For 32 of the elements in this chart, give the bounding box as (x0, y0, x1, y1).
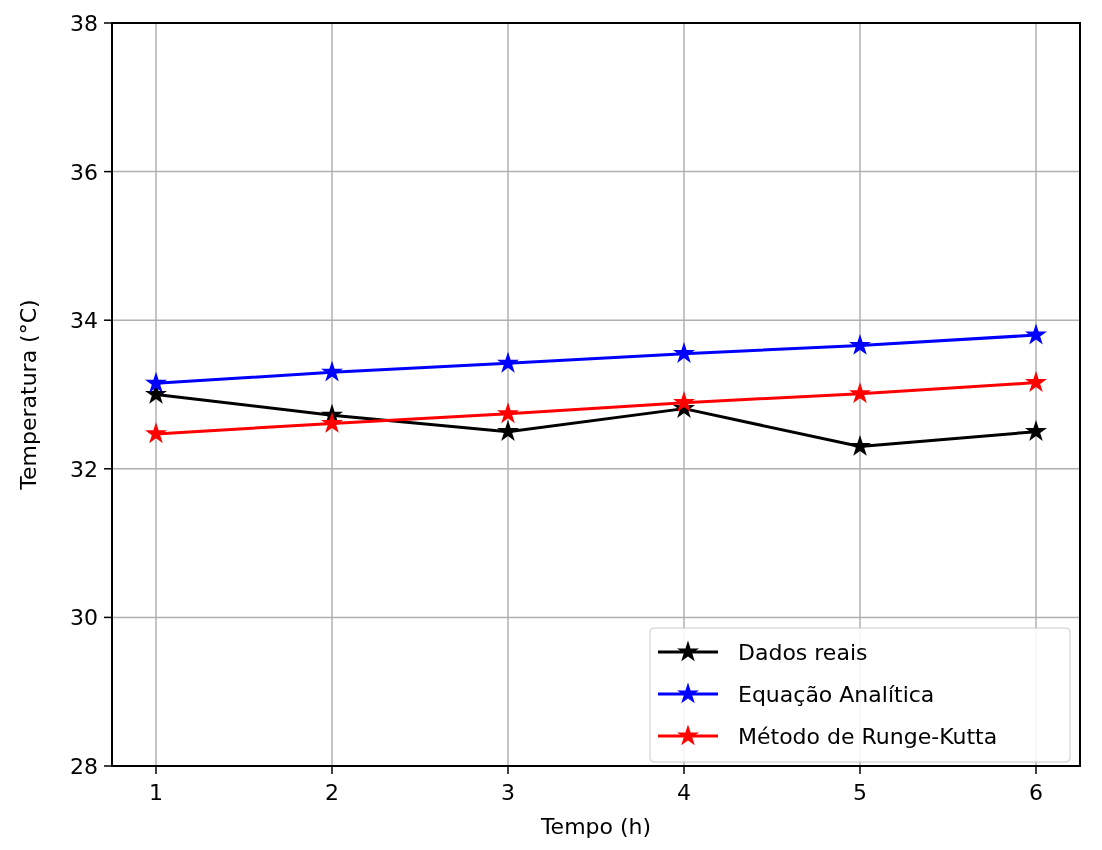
y-tick-label: 28 (70, 754, 98, 779)
point (145, 371, 167, 393)
point (497, 351, 519, 373)
point (321, 411, 343, 433)
y-tick-label: 38 (70, 11, 98, 36)
point (849, 333, 871, 355)
legend-label: Dados reais (738, 640, 868, 665)
x-tick-label: 5 (853, 780, 867, 805)
point (673, 342, 695, 363)
point (849, 382, 871, 404)
x-tick-label: 3 (501, 780, 515, 805)
y-axis-title: Temperatura (°C) (16, 299, 41, 491)
y-tick-label: 34 (70, 308, 98, 334)
x-tick-label: 6 (1029, 780, 1043, 805)
y-tick-label: 32 (70, 456, 98, 482)
x-tick-label: 2 (325, 780, 339, 805)
y-tick-label: 36 (70, 159, 98, 185)
point (1025, 371, 1047, 392)
point (497, 420, 519, 441)
y-tick-label: 30 (70, 605, 98, 631)
x-tick-label: 1 (149, 780, 163, 805)
point (673, 391, 695, 413)
point (497, 402, 519, 424)
point (1025, 420, 1047, 441)
legend-label: Método de Runge-Kutta (738, 724, 998, 749)
point (849, 434, 871, 456)
point (321, 360, 343, 382)
legend-label: Equação Analítica (738, 682, 935, 707)
x-axis-title: Tempo (h) (539, 814, 652, 839)
x-tick-label: 4 (677, 780, 691, 805)
point (145, 422, 167, 444)
point (1025, 323, 1047, 345)
